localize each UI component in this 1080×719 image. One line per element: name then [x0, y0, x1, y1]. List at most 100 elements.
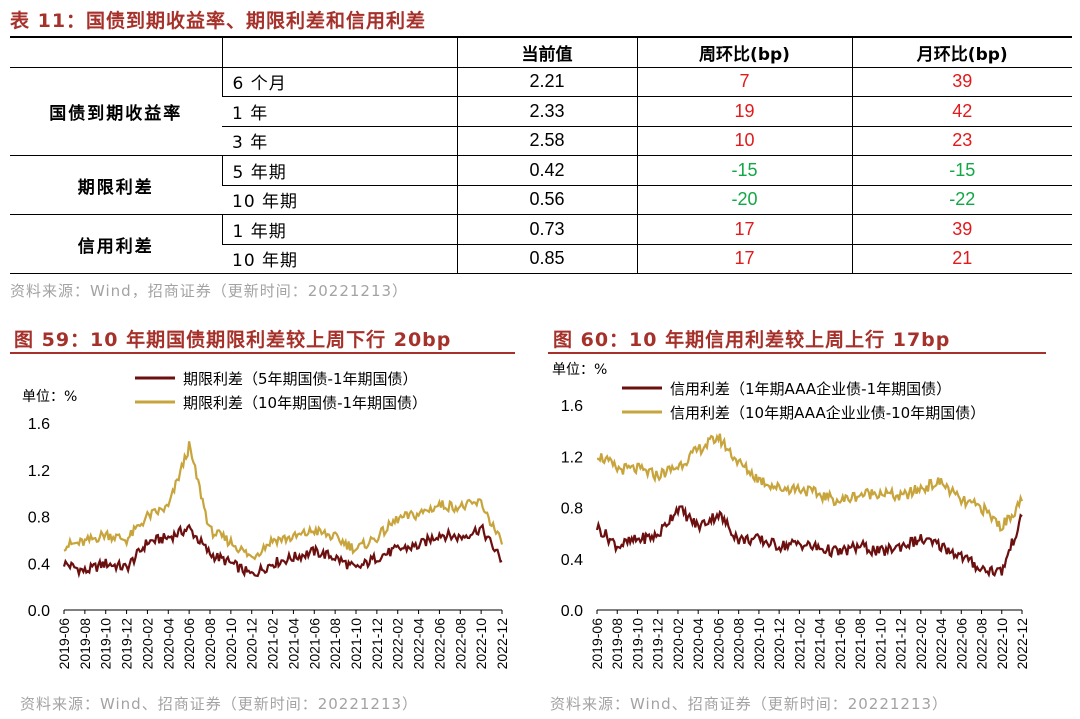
- x-tick-label: 2019-08: [77, 618, 93, 670]
- x-tick-label: 2021-06: [306, 618, 322, 670]
- x-tick-label: 2020-08: [202, 618, 218, 670]
- x-tick-label: 2022-08: [974, 618, 990, 670]
- group-label: 国债到期收益率: [10, 67, 222, 156]
- chart2-title: 图 60：10 年期信用利差较上周上行 17bp: [553, 329, 951, 351]
- y-tick-label: 1.2: [561, 449, 583, 466]
- series-line-2: [597, 433, 1024, 532]
- x-tick-label: 2022-10: [473, 618, 489, 670]
- value-cell: 0.42: [456, 155, 637, 186]
- term-cell: 10 年期: [222, 185, 457, 215]
- group-label: 期限利差: [10, 155, 222, 215]
- term-cell: 1 年: [222, 96, 457, 127]
- mom-cell: 39: [851, 214, 1072, 245]
- wow-cell: -15: [636, 155, 852, 186]
- x-tick-label: 2020-04: [690, 618, 706, 670]
- table-source: 资料来源：Wind，招商证券（更新时间：20221213）: [10, 282, 409, 300]
- x-tick-label: 2019-10: [98, 618, 114, 670]
- x-tick-label: 2021-02: [265, 618, 281, 670]
- chart1-title-rule: [10, 352, 515, 354]
- value-cell: 2.33: [456, 96, 637, 127]
- y-tick-label: 1.6: [28, 416, 50, 433]
- term-cell: 5 年期: [221, 155, 457, 186]
- x-tick-label: 2021-02: [791, 618, 807, 670]
- term-cell: 1 年期: [221, 214, 457, 245]
- x-tick-label: 2020-06: [710, 618, 726, 670]
- x-tick-label: 2019-12: [650, 618, 666, 670]
- x-tick-label: 2019-06: [56, 618, 72, 670]
- header-mom: 月环比(bp): [851, 38, 1072, 68]
- x-tick-label: 2021-04: [812, 618, 828, 670]
- x-tick-label: 2021-06: [832, 618, 848, 670]
- x-tick-label: 2019-10: [629, 618, 645, 670]
- mom-cell: -22: [851, 185, 1072, 215]
- table-row: 国债到期收益率 6 个月 2.21 7 39: [10, 67, 1072, 156]
- x-tick-label: 2019-08: [609, 618, 625, 670]
- wow-cell: 17: [636, 244, 852, 274]
- yield-spread-table: 当前值 周环比(bp) 月环比(bp) 国债到期收益率 6 个月 2.21 7 39 1 …: [10, 38, 1072, 274]
- x-tick-label: 2020-02: [139, 618, 155, 670]
- table-row: 信用利差 1 年期 0.73 17 39: [10, 214, 1072, 274]
- value-cell: 0.85: [456, 244, 637, 274]
- x-tick-label: 2021-12: [893, 618, 909, 670]
- header-current-value: 当前值: [456, 38, 637, 68]
- x-tick-label: 2019-06: [589, 618, 605, 670]
- x-tick-label: 2021-12: [369, 618, 385, 670]
- y-tick-label: 1.2: [28, 463, 50, 480]
- term-cell: 6 个月: [221, 67, 457, 97]
- x-tick-label: 2021-10: [348, 618, 364, 670]
- y-tick-label: 0.0: [28, 603, 50, 620]
- mom-cell: 42: [851, 96, 1072, 127]
- chart2-title-rule: [548, 352, 1046, 354]
- mom-cell: -15: [851, 155, 1072, 186]
- legend-label-1: 期限利差（5年期国债-1年期国债）: [183, 370, 418, 388]
- wow-cell: 17: [636, 214, 852, 245]
- term-cell: 10 年期: [222, 244, 457, 274]
- legend-label-2: 信用利差（10年期AAA企业业债-10年期国债）: [670, 404, 985, 422]
- x-tick-label: 2020-06: [181, 618, 197, 670]
- y-tick-label: 0.4: [28, 556, 50, 573]
- legend-label-2: 期限利差（10年期国债-1年期国债）: [183, 394, 427, 412]
- x-tick-label: 2022-08: [452, 618, 468, 670]
- table-row: 期限利差 5 年期 0.42 -15 -15: [10, 155, 1072, 215]
- x-tick-label: 2021-08: [852, 618, 868, 670]
- value-cell: 0.56: [456, 185, 637, 215]
- x-tick-label: 2022-02: [390, 618, 406, 670]
- x-tick-label: 2022-12: [494, 618, 510, 670]
- x-tick-label: 2022-02: [913, 618, 929, 670]
- x-tick-label: 2020-10: [751, 618, 767, 670]
- unit-label: 单位：%: [22, 389, 77, 405]
- table-top-rule: [10, 36, 1072, 38]
- chart1-source: 资料来源：Wind、招商证券（更新时间：20221213）: [20, 695, 419, 713]
- mom-cell: 39: [851, 67, 1072, 97]
- table-header-row: 当前值 周环比(bp) 月环比(bp): [10, 38, 1072, 68]
- x-tick-label: 2020-12: [771, 618, 787, 670]
- table-row: 1 年 2.33 19 42: [10, 96, 1072, 127]
- x-tick-label: 2021-08: [327, 618, 343, 670]
- x-tick-label: 2022-04: [411, 618, 427, 670]
- wow-cell: 19: [636, 96, 852, 127]
- series-line-2: [63, 441, 504, 561]
- x-tick-label: 2020-12: [244, 618, 260, 670]
- table-row: 3 年 2.58 10 23: [10, 126, 1072, 156]
- group-label: 信用利差: [10, 214, 222, 274]
- series-line-1: [62, 522, 503, 579]
- chart2-source: 资料来源：Wind、招商证券（更新时间：20221213）: [550, 695, 949, 713]
- y-tick-label: 0.8: [28, 510, 50, 527]
- value-cell: 2.21: [456, 67, 637, 97]
- header-group: [10, 38, 222, 68]
- table-row: 10 年期 0.56 -20 -22: [10, 185, 1072, 215]
- x-tick-label: 2022-04: [933, 618, 949, 670]
- x-tick-label: 2022-06: [431, 618, 447, 670]
- chart1-title: 图 59：10 年期国债期限利差较上周下行 20bp: [14, 329, 452, 351]
- value-cell: 2.58: [456, 126, 637, 156]
- y-tick-label: 0.8: [561, 501, 583, 518]
- x-tick-label: 2020-04: [160, 618, 176, 670]
- x-tick-label: 2020-08: [731, 618, 747, 670]
- x-tick-label: 2022-12: [1014, 618, 1030, 670]
- x-tick-label: 2020-02: [670, 618, 686, 670]
- chart1-svg: 单位：% 0.0 0.4 0.8 1.2 1.6 2019-06 2019-08 2019-10…: [22, 370, 510, 670]
- header-term: [221, 38, 457, 68]
- wow-cell: 10: [636, 126, 852, 156]
- y-tick-label: 0.0: [561, 603, 583, 620]
